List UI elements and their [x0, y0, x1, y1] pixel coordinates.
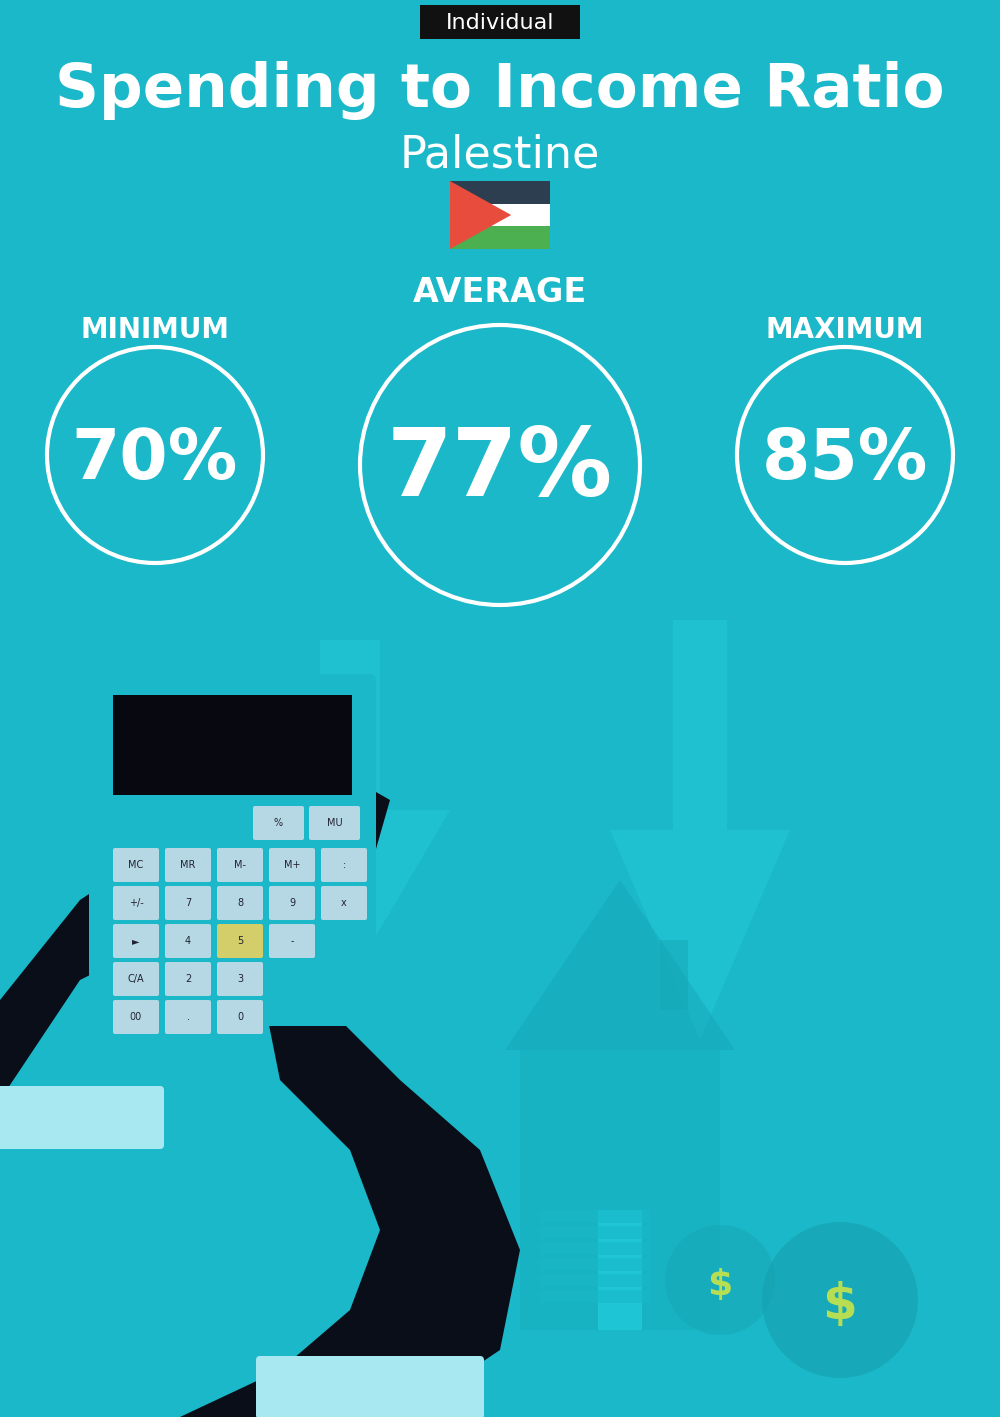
- FancyBboxPatch shape: [540, 1241, 650, 1255]
- Circle shape: [665, 1226, 775, 1335]
- Text: 00: 00: [130, 1012, 142, 1022]
- Text: 77%: 77%: [387, 424, 613, 516]
- FancyBboxPatch shape: [253, 806, 304, 840]
- Text: Individual: Individual: [446, 13, 554, 33]
- FancyBboxPatch shape: [598, 1210, 642, 1331]
- Text: 9: 9: [289, 898, 295, 908]
- Polygon shape: [250, 811, 450, 981]
- FancyBboxPatch shape: [420, 6, 580, 40]
- FancyBboxPatch shape: [113, 694, 352, 795]
- FancyBboxPatch shape: [269, 886, 315, 920]
- Text: MINIMUM: MINIMUM: [80, 316, 230, 344]
- Text: C/A: C/A: [128, 973, 144, 983]
- Text: MAXIMUM: MAXIMUM: [766, 316, 924, 344]
- Text: MR: MR: [180, 860, 196, 870]
- Text: MC: MC: [128, 860, 144, 870]
- FancyBboxPatch shape: [165, 1000, 211, 1034]
- Text: AVERAGE: AVERAGE: [413, 276, 587, 309]
- FancyBboxPatch shape: [309, 806, 360, 840]
- Text: -: -: [290, 937, 294, 947]
- Polygon shape: [180, 949, 520, 1417]
- Text: 0: 0: [237, 1012, 243, 1022]
- Text: M-: M-: [234, 860, 246, 870]
- FancyBboxPatch shape: [0, 1085, 164, 1149]
- Text: :: :: [342, 860, 346, 870]
- FancyBboxPatch shape: [113, 847, 159, 881]
- Text: 85%: 85%: [762, 427, 928, 493]
- FancyBboxPatch shape: [113, 886, 159, 920]
- FancyBboxPatch shape: [217, 1000, 263, 1034]
- Text: 2: 2: [185, 973, 191, 983]
- FancyBboxPatch shape: [321, 886, 367, 920]
- FancyBboxPatch shape: [217, 962, 263, 996]
- Text: %: %: [274, 818, 283, 828]
- Text: 3: 3: [237, 973, 243, 983]
- FancyBboxPatch shape: [89, 674, 376, 1026]
- Text: 8: 8: [237, 898, 243, 908]
- FancyBboxPatch shape: [673, 621, 727, 830]
- Text: +/-: +/-: [129, 898, 143, 908]
- Text: Palestine: Palestine: [400, 133, 600, 177]
- Polygon shape: [450, 181, 511, 249]
- FancyBboxPatch shape: [165, 847, 211, 881]
- FancyBboxPatch shape: [450, 204, 550, 227]
- FancyBboxPatch shape: [217, 847, 263, 881]
- Polygon shape: [505, 880, 735, 1050]
- FancyBboxPatch shape: [540, 1226, 650, 1238]
- FancyBboxPatch shape: [540, 1289, 650, 1304]
- FancyBboxPatch shape: [113, 924, 159, 958]
- Text: $: $: [707, 1268, 733, 1302]
- Text: 4: 4: [185, 937, 191, 947]
- FancyBboxPatch shape: [320, 640, 380, 811]
- FancyBboxPatch shape: [113, 1000, 159, 1034]
- FancyBboxPatch shape: [520, 1050, 720, 1331]
- FancyBboxPatch shape: [217, 886, 263, 920]
- Circle shape: [762, 1221, 918, 1377]
- FancyBboxPatch shape: [256, 1356, 484, 1417]
- FancyBboxPatch shape: [540, 1210, 650, 1223]
- Text: .: .: [186, 1012, 190, 1022]
- Text: 70%: 70%: [72, 427, 238, 493]
- Text: MU: MU: [327, 818, 342, 828]
- Text: ►: ►: [132, 937, 140, 947]
- FancyBboxPatch shape: [217, 924, 263, 958]
- FancyBboxPatch shape: [450, 227, 550, 249]
- Text: x: x: [341, 898, 347, 908]
- Text: 5: 5: [237, 937, 243, 947]
- Polygon shape: [0, 760, 390, 1417]
- FancyBboxPatch shape: [450, 181, 550, 204]
- FancyBboxPatch shape: [165, 886, 211, 920]
- FancyBboxPatch shape: [321, 847, 367, 881]
- FancyBboxPatch shape: [165, 924, 211, 958]
- Text: Spending to Income Ratio: Spending to Income Ratio: [55, 61, 945, 119]
- Text: $: $: [823, 1281, 857, 1329]
- FancyBboxPatch shape: [540, 1274, 650, 1287]
- FancyBboxPatch shape: [269, 847, 315, 881]
- FancyBboxPatch shape: [165, 962, 211, 996]
- Text: 7: 7: [185, 898, 191, 908]
- FancyBboxPatch shape: [113, 962, 159, 996]
- Polygon shape: [610, 830, 790, 1040]
- FancyBboxPatch shape: [660, 939, 688, 1010]
- FancyBboxPatch shape: [269, 924, 315, 958]
- Text: M+: M+: [284, 860, 300, 870]
- FancyBboxPatch shape: [540, 1258, 650, 1271]
